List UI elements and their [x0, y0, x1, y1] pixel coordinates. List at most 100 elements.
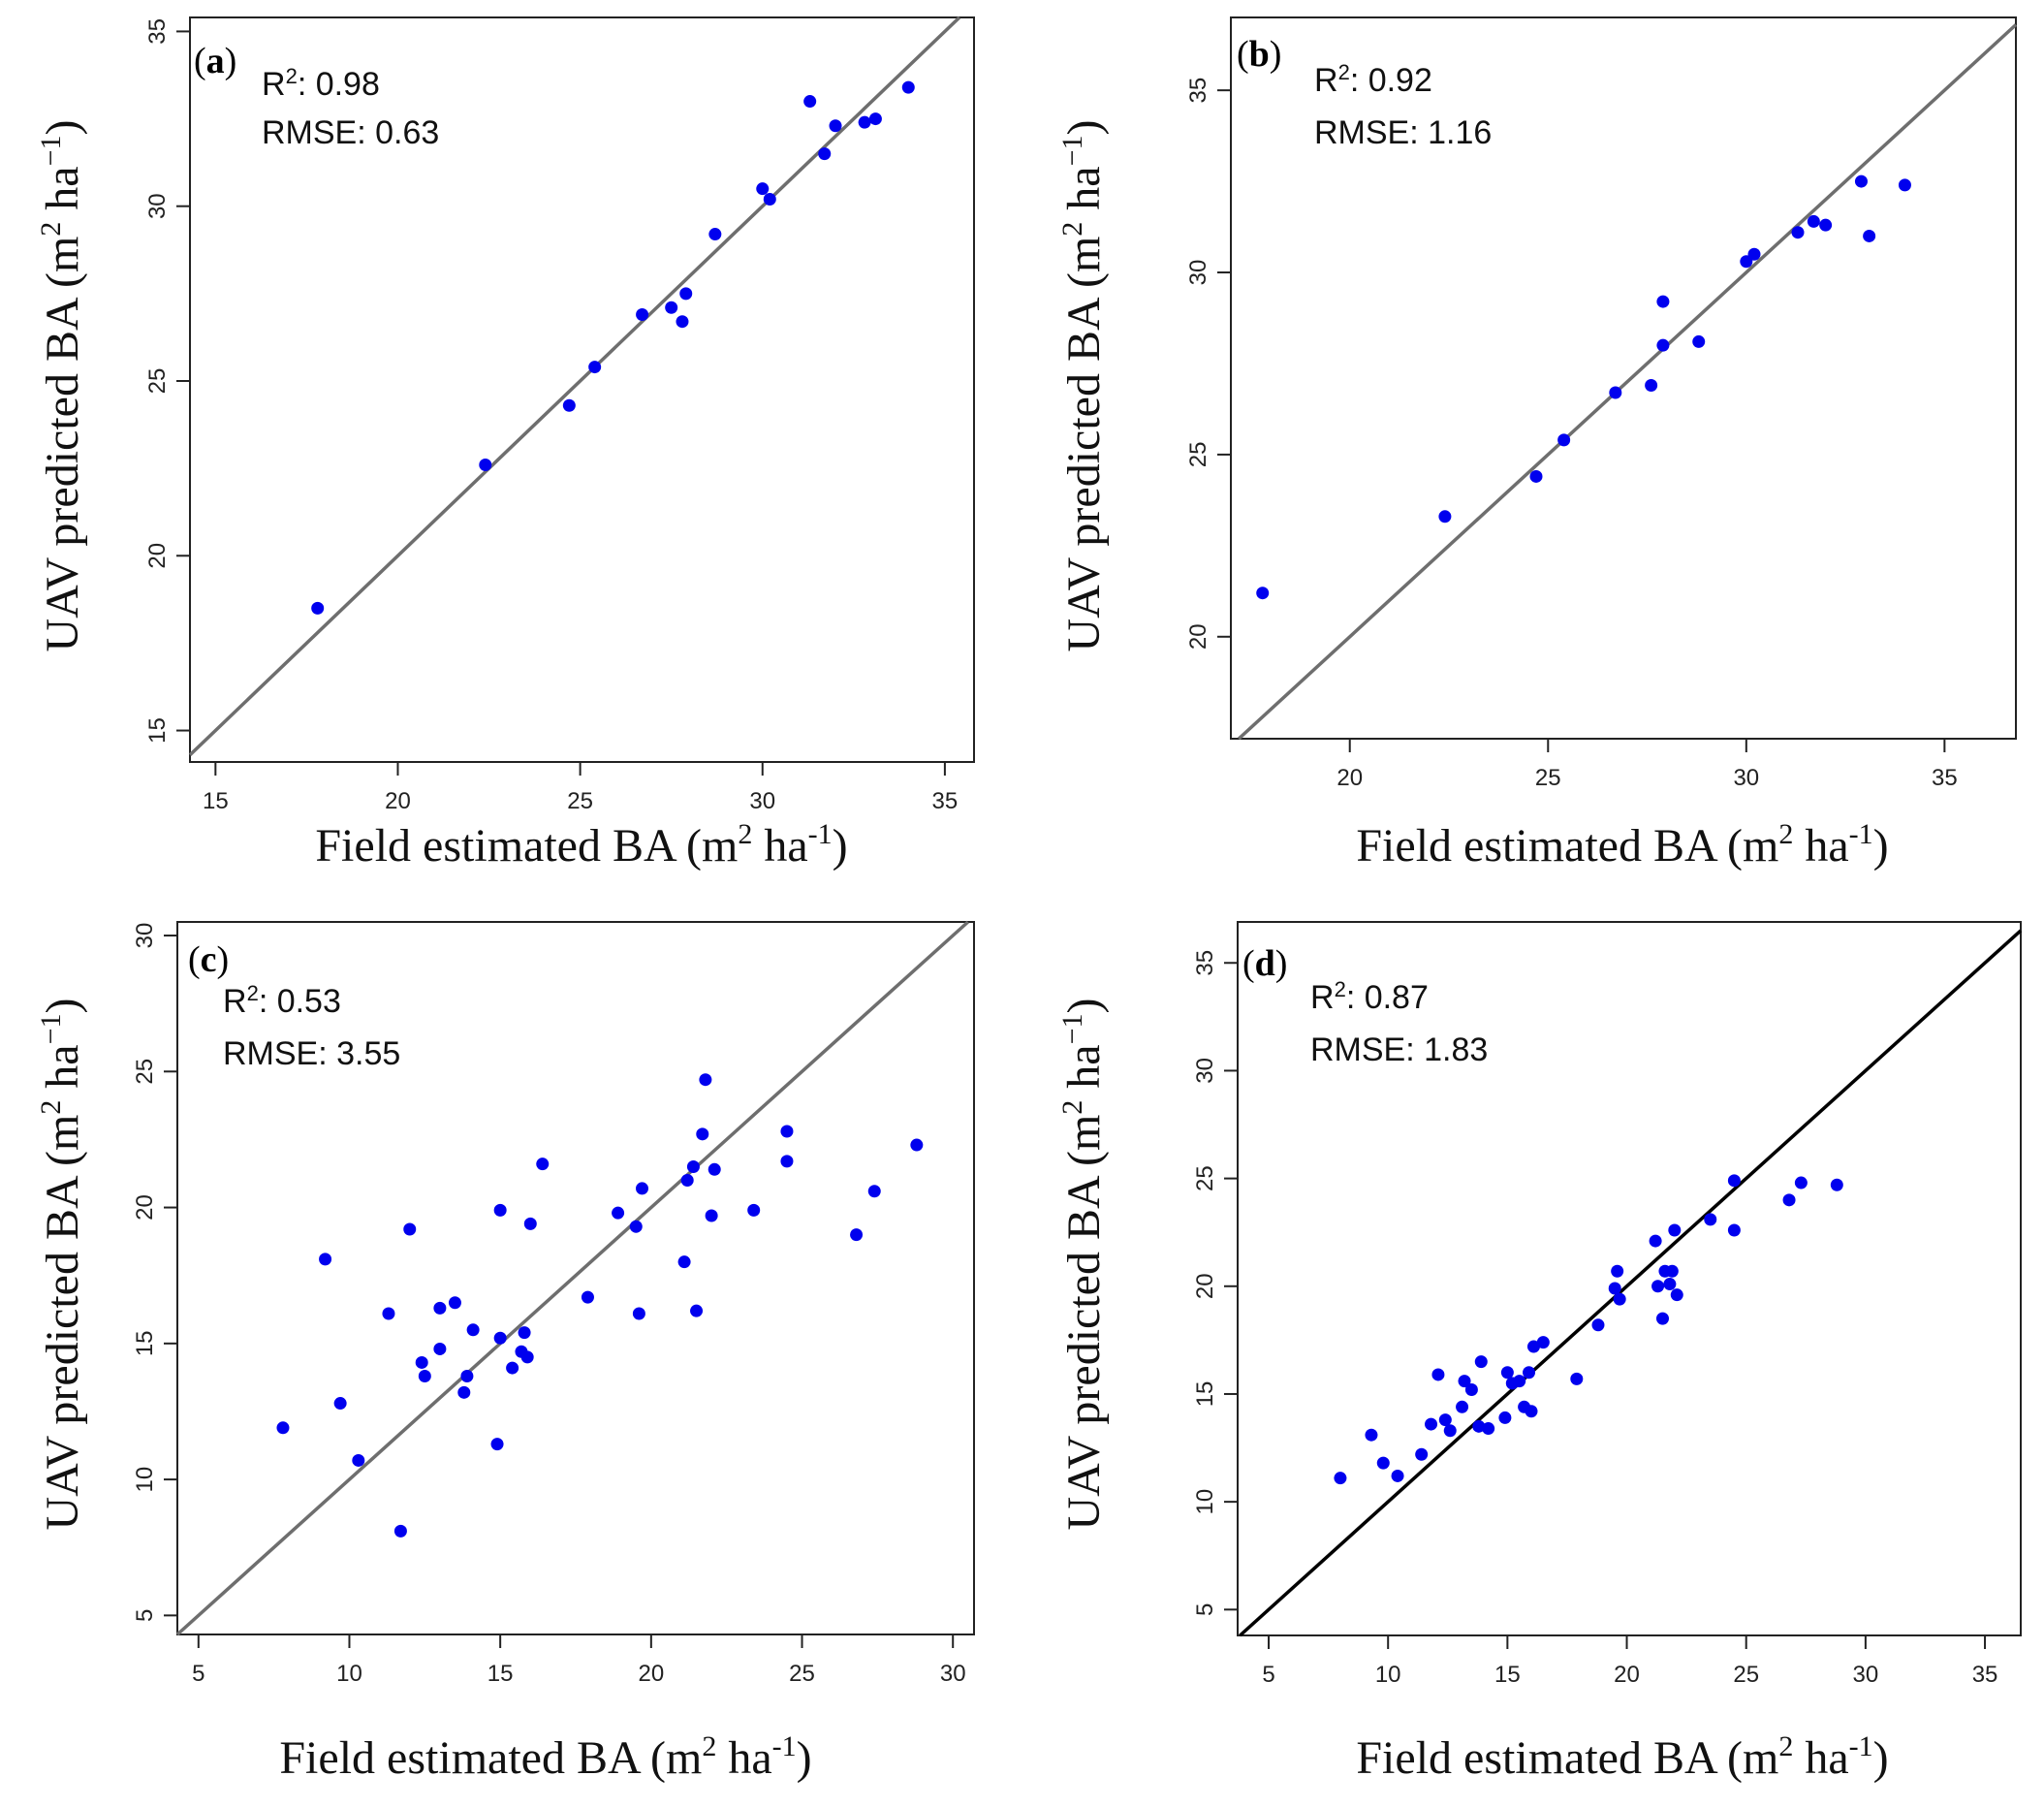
data-point — [403, 1222, 417, 1236]
r-squared-label: R2: 0.87 — [1310, 977, 1429, 1016]
data-point — [311, 601, 325, 615]
data-point — [636, 307, 649, 321]
data-point — [1474, 1355, 1488, 1369]
data-point — [699, 1073, 712, 1087]
data-point — [418, 1369, 431, 1382]
data-point — [523, 1217, 537, 1230]
data-point — [479, 459, 492, 472]
data-point — [1656, 338, 1670, 352]
y-tick-label: 30 — [1192, 1058, 1218, 1084]
x-tick-label: 20 — [1336, 765, 1363, 791]
data-point — [581, 1290, 594, 1304]
data-point — [1791, 226, 1805, 239]
data-point — [562, 398, 576, 412]
x-axis-label: Field estimated BA (m2 ha-1) — [315, 818, 847, 872]
data-point — [1609, 386, 1622, 399]
x-tick-label: 10 — [336, 1661, 362, 1687]
data-point — [1523, 1366, 1536, 1380]
x-axis-ticks: 5 10 15 20 25 30 35 — [1262, 1635, 1997, 1688]
x-tick-label: 15 — [203, 788, 229, 814]
data-point — [333, 1397, 347, 1411]
data-point — [518, 1326, 531, 1340]
one-to-one-line — [1237, 23, 2018, 741]
y-axis-label: UAV predicted BA (m2 ha−1) — [1056, 998, 1110, 1530]
x-axis-label: Field estimated BA (m2 ha-1) — [279, 1730, 811, 1784]
data-point — [747, 1203, 761, 1217]
plot-frame — [189, 16, 975, 763]
data-point — [1830, 1178, 1843, 1191]
data-point — [1668, 1223, 1682, 1237]
data-point — [536, 1158, 550, 1171]
data-point — [1898, 178, 1911, 192]
data-point — [677, 1255, 691, 1269]
data-point — [415, 1355, 428, 1369]
data-point — [1819, 218, 1833, 232]
panel-label: (a) — [194, 41, 236, 81]
data-point — [1747, 247, 1761, 261]
data-point — [1529, 469, 1543, 483]
data-point — [708, 228, 722, 241]
data-point — [1482, 1422, 1495, 1436]
data-point — [636, 1182, 648, 1195]
scatter-panel-b: 20 25 30 35 20 25 30 35 (b) R2: 0.92 RMSE: 1.1… — [1056, 16, 2018, 872]
data-point — [1458, 1375, 1471, 1388]
x-tick-label: 5 — [192, 1661, 204, 1687]
data-point — [1782, 1193, 1796, 1207]
data-point — [1727, 1223, 1741, 1237]
rmse-label: RMSE: 0.63 — [262, 114, 439, 151]
data-point — [276, 1421, 290, 1435]
y-axis-label: UAV predicted BA (m2 ha−1) — [1056, 119, 1110, 651]
y-axis-ticks: 5 10 15 20 25 30 — [132, 923, 177, 1622]
data-point — [665, 301, 678, 314]
rmse-label: RMSE: 1.16 — [1314, 114, 1492, 151]
x-tick-label: 25 — [567, 788, 593, 814]
data-point — [708, 1162, 721, 1176]
panel-label: (c) — [188, 939, 229, 980]
y-axis-label: UAV predicted BA (m2 ha−1) — [35, 119, 88, 651]
r-squared-label: R2: 0.53 — [223, 981, 341, 1020]
y-tick-label: 35 — [1192, 950, 1218, 976]
y-tick-label: 10 — [132, 1467, 158, 1493]
data-point — [1655, 1312, 1669, 1325]
x-tick-label: 30 — [1853, 1662, 1879, 1688]
data-point — [1613, 1292, 1626, 1306]
x-axis-label: Field estimated BA (m2 ha-1) — [1356, 1730, 1888, 1784]
data-point — [867, 1185, 881, 1198]
data-point — [696, 1127, 709, 1141]
data-point — [1557, 433, 1571, 447]
data-point — [1740, 255, 1753, 269]
y-tick-label: 30 — [1185, 260, 1211, 286]
x-tick-label: 30 — [940, 1661, 966, 1687]
panel-label: (b) — [1237, 34, 1281, 75]
data-points — [1256, 174, 1911, 600]
y-tick-label: 20 — [1192, 1273, 1218, 1299]
y-axis-label: UAV predicted BA (m2 ha−1) — [35, 998, 88, 1530]
x-tick-label: 15 — [1494, 1662, 1521, 1688]
one-to-one-line — [175, 920, 969, 1636]
y-tick-label: 25 — [132, 1059, 158, 1085]
y-tick-label: 25 — [144, 368, 171, 395]
data-point — [466, 1323, 480, 1337]
y-axis-ticks: 15 20 25 30 35 — [144, 18, 190, 744]
plot-frame — [1230, 16, 2017, 740]
data-point — [756, 182, 770, 196]
data-point — [1443, 1424, 1457, 1438]
x-tick-label: 25 — [1733, 1662, 1759, 1688]
data-point — [1611, 1264, 1624, 1278]
data-point — [490, 1438, 504, 1451]
x-tick-label: 25 — [789, 1661, 815, 1687]
data-point — [1570, 1372, 1584, 1385]
data-point — [1464, 1383, 1478, 1397]
data-point — [818, 147, 832, 161]
data-point — [1334, 1472, 1347, 1485]
scatter-panel-c: 5 10 15 20 25 30 5 10 15 20 25 30 (c) R2: 0.53 RMS… — [35, 920, 975, 1784]
data-point — [629, 1220, 643, 1233]
data-point — [1692, 334, 1706, 348]
y-tick-label: 15 — [144, 717, 171, 744]
data-point — [1854, 174, 1868, 188]
data-point — [1500, 1366, 1514, 1380]
data-point — [1376, 1456, 1390, 1470]
data-point — [803, 95, 817, 109]
data-point — [1256, 587, 1270, 600]
data-point — [1431, 1368, 1445, 1381]
